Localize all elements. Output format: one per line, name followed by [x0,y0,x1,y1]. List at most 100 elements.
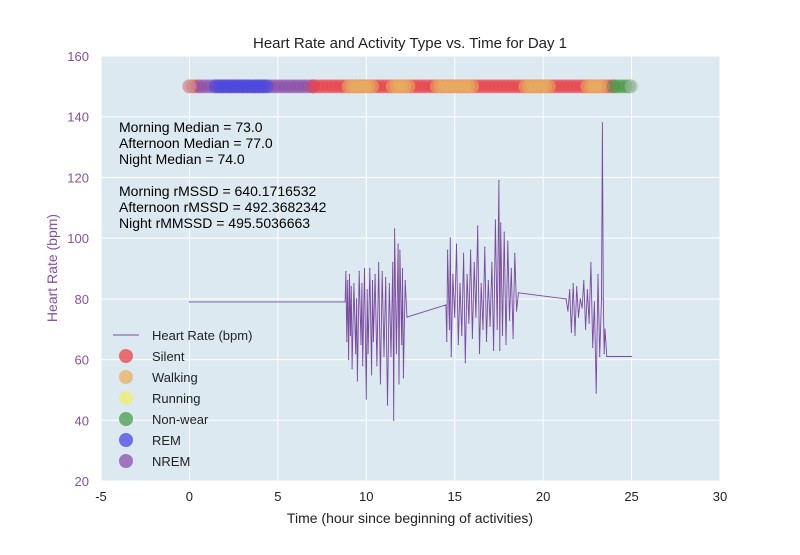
heart-rate-point [477,225,479,227]
y-tick-label: 40 [75,413,89,428]
heart-rate-point [593,301,596,303]
heart-rate-point [475,316,477,318]
plot-area [101,56,720,481]
legend-label: Walking [152,370,198,385]
y-tick-label: 120 [67,170,89,185]
heart-rate-point [574,334,576,336]
heart-rate-point [457,343,459,345]
heart-rate-point [365,398,367,400]
heart-rate-point [567,310,569,312]
heart-rate-point [399,249,401,251]
heart-rate-point [510,267,512,270]
activity-marker-nonwear [622,79,637,94]
heart-rate-point [360,343,362,345]
heart-rate-point [366,289,368,291]
heart-rate-point [462,252,465,254]
heart-rate-point [459,283,461,285]
heart-rate-point [468,322,470,324]
heart-rate-point [346,340,348,342]
heart-rate-point [577,316,580,318]
heart-rate-point [454,316,456,318]
y-tick-label: 80 [75,292,89,307]
activity-strip [182,79,639,94]
heart-rate-point [374,273,376,276]
heart-rate-point [500,222,502,224]
x-tick-label: 0 [186,489,193,504]
heart-rate-point [447,249,449,251]
heart-rate-point [383,355,385,358]
heart-rate-point [390,355,392,358]
x-tick-label: 20 [536,489,550,504]
annotation-line: Night Median = 74.0 [119,151,245,167]
y-tick-label: 20 [75,474,89,489]
legend-label: Heart Rate (bpm) [152,328,252,343]
tick-labels: -5 0 5 10 15 20 25 30 20 40 60 80 100 120 140 160 [67,49,727,504]
heart-rate-point [378,261,380,264]
heart-rate-point [446,340,448,342]
activity-marker-walking [595,79,610,94]
heart-rate-point [512,337,514,339]
heart-rate-point [345,270,347,273]
legend-label: Silent [152,349,185,364]
y-tick-label: 60 [75,353,89,368]
legend-marker-swatch [119,370,133,384]
heart-rate-point [494,219,496,221]
activity-marker-rem [259,79,274,94]
heart-rate-point [349,334,351,336]
heart-rate-point [499,349,501,352]
heart-rate-point [604,328,606,330]
annotation-line: Morning Median = 73.0 [119,119,263,135]
heart-rate-point [570,331,573,333]
heart-rate-point [445,304,447,306]
heart-rate-point [595,392,597,394]
heart-rate-point [347,280,349,282]
y-axis-label: Heart Rate (bpm) [44,214,60,322]
heart-rate-point [478,352,481,355]
heart-rate-point [362,365,364,367]
heart-rate-point [363,267,366,270]
chart-title: Heart Rate and Activity Type vs. Time fo… [253,35,567,52]
legend-label: Running [152,391,200,406]
heart-rate-point [350,286,352,288]
heart-rate-point [514,252,516,254]
x-tick-label: 25 [624,489,638,504]
heart-rate-point [487,280,489,282]
activity-marker-edge [624,79,639,94]
heart-rate-point [464,362,466,364]
heart-rate-point [473,261,475,264]
heart-rate-point [455,243,458,245]
y-tick-label: 140 [67,110,89,125]
heart-rate-point [597,273,599,276]
heart-rate-point [188,301,191,303]
heart-rate-point [581,307,583,309]
heart-rate-point [402,377,405,379]
heart-rate-point [353,283,355,285]
heart-rate-point [386,404,389,406]
heart-rate-point [569,289,571,291]
heart-rate-point [613,355,615,358]
x-tick-label: -5 [95,489,107,504]
series-layer [188,122,633,421]
heart-rate-point [508,319,511,321]
heart-rate-point [461,334,463,336]
x-tick-label: 15 [447,489,461,504]
heart-rate-point [503,231,505,233]
heart-rate-point [588,322,590,324]
heart-rate-point [603,352,605,355]
x-tick-label: 10 [359,489,373,504]
heart-rate-point [505,343,507,345]
heart-rate-point [367,352,369,355]
heart-rate-point [501,334,504,336]
heart-rate-point [452,273,454,276]
heart-rate-point [579,298,581,300]
y-tick-label: 100 [67,231,89,246]
heart-rate-point [592,346,594,349]
heart-rate-point [344,301,346,303]
heart-rate-point [630,355,633,358]
heart-rate-point [448,328,451,330]
annotation-line: Morning rMSSD = 640.1716532 [119,183,316,199]
legend-marker-swatch [119,391,133,405]
legend-marker-swatch [119,349,133,363]
heart-rate-point [600,298,603,300]
